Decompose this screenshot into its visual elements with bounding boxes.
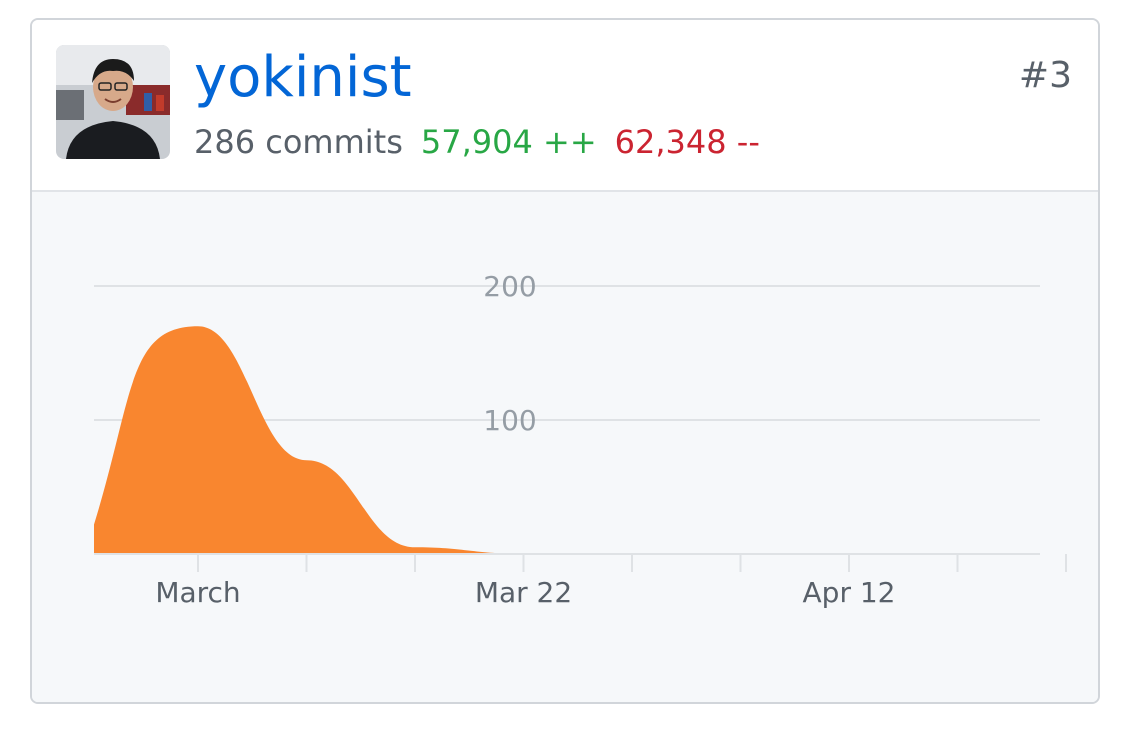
- commit-chart-svg: 100 200 March Mar 22 Apr 12: [94, 270, 1067, 609]
- contributor-header: yokinist 286 commits 57,904 ++ 62,348 -- #…: [32, 20, 1098, 192]
- x-tick-label: Apr 12: [803, 576, 896, 609]
- contribution-stats: 286 commits 57,904 ++ 62,348 --: [194, 126, 760, 158]
- x-axis: [94, 553, 1067, 572]
- rank-badge: #3: [1018, 55, 1072, 96]
- y-tick-label: 200: [483, 270, 536, 303]
- commit-area: [94, 326, 1066, 554]
- deletions-count: 62,348 --: [614, 123, 760, 161]
- username-link[interactable]: yokinist: [194, 45, 412, 110]
- avatar[interactable]: [56, 45, 170, 159]
- additions-count: 57,904 ++: [420, 123, 597, 161]
- x-tick-label: Mar 22: [475, 576, 572, 609]
- contributor-card: yokinist 286 commits 57,904 ++ 62,348 -- #…: [30, 18, 1100, 704]
- commit-count[interactable]: 286 commits: [194, 123, 403, 161]
- commit-chart: 100 200 March Mar 22 Apr 12: [32, 192, 1098, 702]
- chart-labels: 100 200 March Mar 22 Apr 12: [155, 270, 895, 609]
- y-tick-label: 100: [483, 404, 536, 437]
- x-tick-label: March: [155, 576, 240, 609]
